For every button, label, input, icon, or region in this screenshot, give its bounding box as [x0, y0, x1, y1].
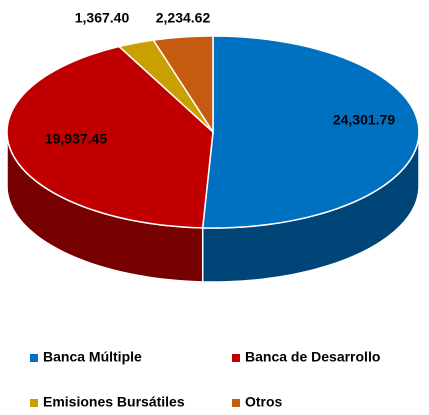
legend-swatch [232, 399, 240, 407]
data-label: 1,367.40 [75, 10, 130, 26]
pie-slice [6, 45, 214, 229]
data-label: 24,301.79 [333, 112, 395, 128]
pie-slice [152, 35, 214, 135]
legend-swatch [232, 354, 240, 362]
pie-slice [201, 35, 420, 229]
legend-label: Banca de Desarrollo [245, 349, 380, 365]
legend-swatch [30, 354, 38, 362]
pie-slice [117, 39, 214, 133]
legend-label: Emisiones Bursátiles [43, 394, 185, 410]
data-label: 2,234.62 [156, 10, 211, 26]
legend-swatch [30, 399, 38, 407]
data-label: 19,937.45 [45, 131, 107, 147]
legend-label: Otros [245, 394, 283, 410]
legend-label: Banca Múltiple [43, 349, 142, 365]
